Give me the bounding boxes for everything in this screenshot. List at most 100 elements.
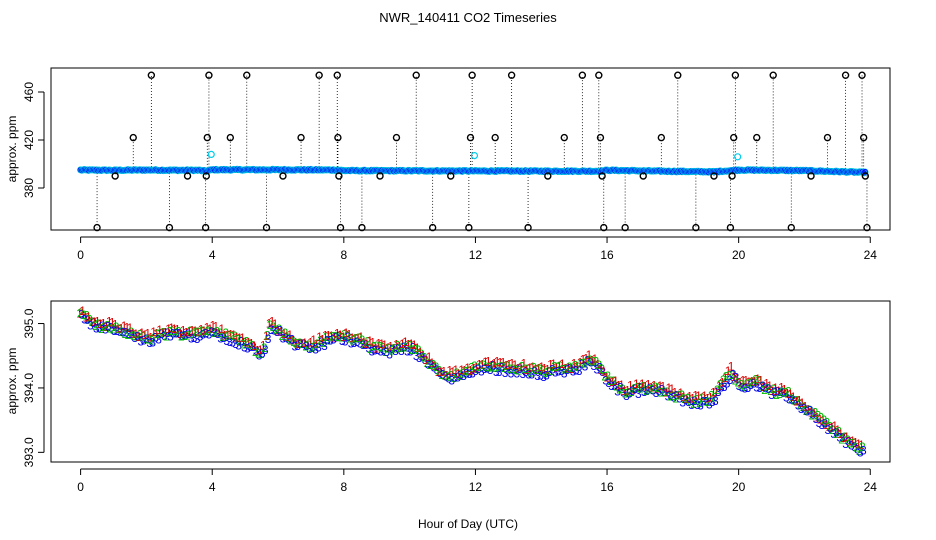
spike-point [466,133,475,142]
marker-2: 2 [770,382,777,396]
marker-3: 3 [277,324,284,338]
marker-1: 1 [701,389,708,403]
marker-2: 2 [530,360,537,374]
spike-point [468,71,476,79]
marker-3: 3 [771,385,778,399]
marker-1: 1 [337,328,344,342]
marker-1: 1 [710,385,717,399]
marker-3: 3 [819,418,826,432]
marker-3: 3 [395,342,402,356]
marker-2: 2 [773,388,780,402]
marker-1: 1 [198,322,205,336]
marker-3: 3 [348,336,355,350]
marker-1: 1 [405,337,412,351]
marker-3: 3 [472,364,479,378]
marker-3: 3 [360,338,367,352]
marker-1: 1 [396,339,403,353]
marker-1: 1 [485,355,492,369]
marker-2: 2 [296,336,303,350]
marker-2: 2 [293,337,300,351]
marker-2: 2 [424,356,431,370]
marker-3: 3 [232,337,239,351]
marker-2: 2 [729,368,736,382]
marker-3: 3 [484,361,491,375]
marker-3: 3 [363,338,370,352]
marker-3: 3 [135,329,142,343]
marker-3: 3 [673,388,680,402]
x-tick-label: 4 [209,248,216,262]
marker-1: 1 [731,370,738,384]
marker-3: 3 [780,386,787,400]
marker-2: 2 [566,360,573,374]
marker-3: 3 [291,339,298,353]
marker-1: 1 [594,358,601,372]
marker-2: 2 [545,364,552,378]
marker-3: 3 [155,332,162,346]
marker-3: 3 [398,344,405,358]
marker-2: 2 [139,330,146,344]
marker-2: 2 [125,328,132,342]
marker-2: 2 [563,362,570,376]
marker-2: 2 [421,351,428,365]
marker-2: 2 [835,425,842,439]
marker-3: 3 [593,362,600,376]
x-tick-label: 16 [600,248,614,262]
marker-2: 2 [433,360,440,374]
spike-point [674,71,682,79]
spike-point [710,172,718,180]
marker-2: 2 [249,339,256,353]
marker-3: 3 [552,365,559,379]
marker-2: 2 [430,358,437,372]
marker-2: 2 [376,339,383,353]
marker-2: 2 [598,362,605,376]
marker-3: 3 [629,384,636,398]
marker-1: 1 [115,322,122,336]
marker-3: 3 [570,364,577,378]
marker-2: 2 [622,387,629,401]
marker-1: 1 [369,335,376,349]
marker-3: 3 [724,376,731,390]
marker-2: 2 [794,393,801,407]
marker-3: 3 [327,334,334,348]
y-tick-label: 395.0 [22,308,36,338]
marker-2: 2 [439,368,446,382]
marker-2: 2 [436,364,443,378]
marker-2: 2 [495,361,502,375]
marker-1: 1 [737,375,744,389]
marker-3: 3 [685,395,692,409]
marker-2: 2 [267,318,274,332]
marker-3: 3 [451,370,458,384]
marker-1: 1 [796,394,803,408]
marker-1: 1 [772,381,779,395]
marker-3: 3 [706,398,713,412]
marker-1: 1 [820,413,827,427]
marker-2: 2 [471,359,478,373]
marker-3: 3 [200,327,207,341]
marker-1: 1 [535,362,542,376]
x-tick-label: 20 [732,480,746,494]
marker-1: 1 [509,357,516,371]
marker-1: 1 [165,322,172,336]
marker-2: 2 [749,375,756,389]
marker-3: 3 [522,365,529,379]
marker-3: 3 [357,336,364,350]
marker-3: 3 [602,373,609,387]
marker-3: 3 [179,329,186,343]
spike-point [692,223,700,232]
marker-2: 2 [172,326,179,340]
marker-1: 1 [307,335,314,349]
marker-2: 2 [382,345,389,359]
marker-2: 2 [581,357,588,371]
marker-1: 1 [680,390,687,404]
marker-2: 2 [856,444,863,458]
marker-2: 2 [746,376,753,390]
marker-1: 1 [461,364,468,378]
marker-1: 1 [426,350,433,364]
marker-3: 3 [212,326,219,340]
marker-1: 1 [834,423,841,437]
marker-2: 2 [527,366,534,380]
spike-point [731,71,740,79]
marker-2: 2 [462,365,469,379]
marker-1: 1 [704,392,711,406]
highlight-point [207,150,215,158]
